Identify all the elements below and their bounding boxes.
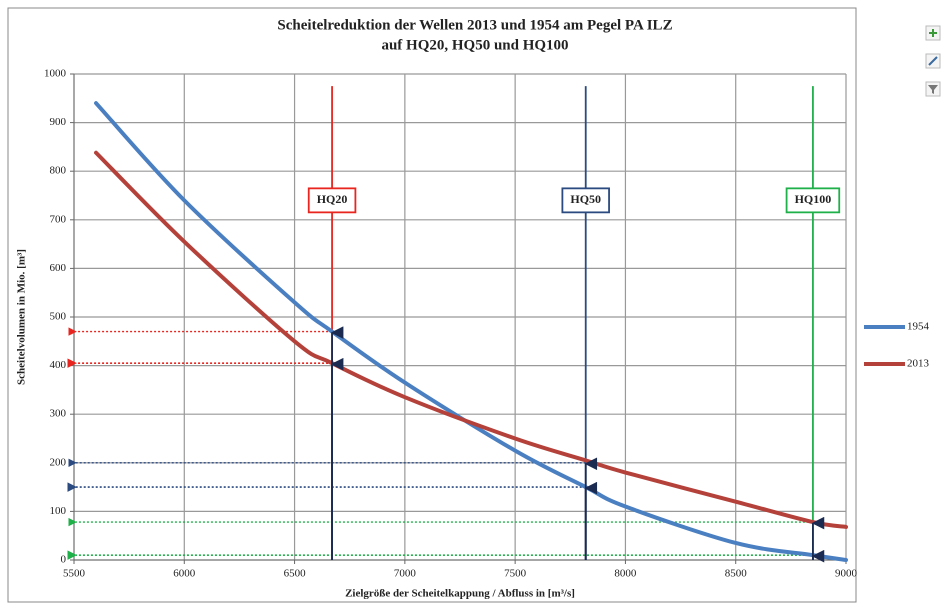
x-tick-label: 8000 xyxy=(614,568,637,580)
series-line xyxy=(94,101,848,562)
legend-label: 2013 xyxy=(907,358,930,370)
y-tick-label: 700 xyxy=(50,213,67,225)
y-tick-label: 1000 xyxy=(44,68,67,80)
x-tick-label: 7500 xyxy=(504,568,527,580)
reference-label: HQ100 xyxy=(795,192,832,206)
reference-label: HQ50 xyxy=(570,192,601,206)
y-tick-label: 400 xyxy=(50,359,67,371)
y-tick-label: 0 xyxy=(61,554,67,566)
y-tick-label: 900 xyxy=(50,116,67,128)
y-tick-label: 300 xyxy=(50,408,67,420)
toolbar xyxy=(925,25,941,97)
x-tick-label: 6500 xyxy=(284,568,307,580)
x-tick-label: 7000 xyxy=(394,568,417,580)
x-tick-label: 9000 xyxy=(835,568,858,580)
x-axis-label: Zielgröße der Scheitelkappung / Abfluss … xyxy=(345,588,575,600)
y-tick-label: 600 xyxy=(50,262,67,274)
reference-label-box xyxy=(785,187,841,214)
filter-icon xyxy=(928,85,938,94)
y-tick-label: 100 xyxy=(50,505,67,517)
legend-label: 1954 xyxy=(907,321,930,333)
reference-lines: HQ20 HQ50 HQ100 xyxy=(67,86,841,560)
y-tick-label: 500 xyxy=(50,311,67,323)
reference-label-box xyxy=(307,187,357,214)
y-tick-label: 200 xyxy=(50,456,67,468)
chart-frame xyxy=(7,7,857,603)
chart-subtitle: auf HQ20, HQ50 und HQ100 xyxy=(381,37,568,53)
reference-label: HQ20 xyxy=(317,192,348,206)
add-icon xyxy=(929,29,937,37)
y-tick-label: 800 xyxy=(50,165,67,177)
reference-label-box xyxy=(561,187,610,214)
x-tick-label: 5500 xyxy=(63,568,86,580)
series-line xyxy=(94,150,848,529)
style-icon xyxy=(928,56,938,66)
x-tick-label: 8500 xyxy=(725,568,748,580)
x-tick-label: 6000 xyxy=(173,568,196,580)
chart-title: Scheitelreduktion der Wellen 2013 und 19… xyxy=(277,17,672,33)
y-axis-label: Scheitelvolumen in Mio. [m³] xyxy=(16,249,28,385)
